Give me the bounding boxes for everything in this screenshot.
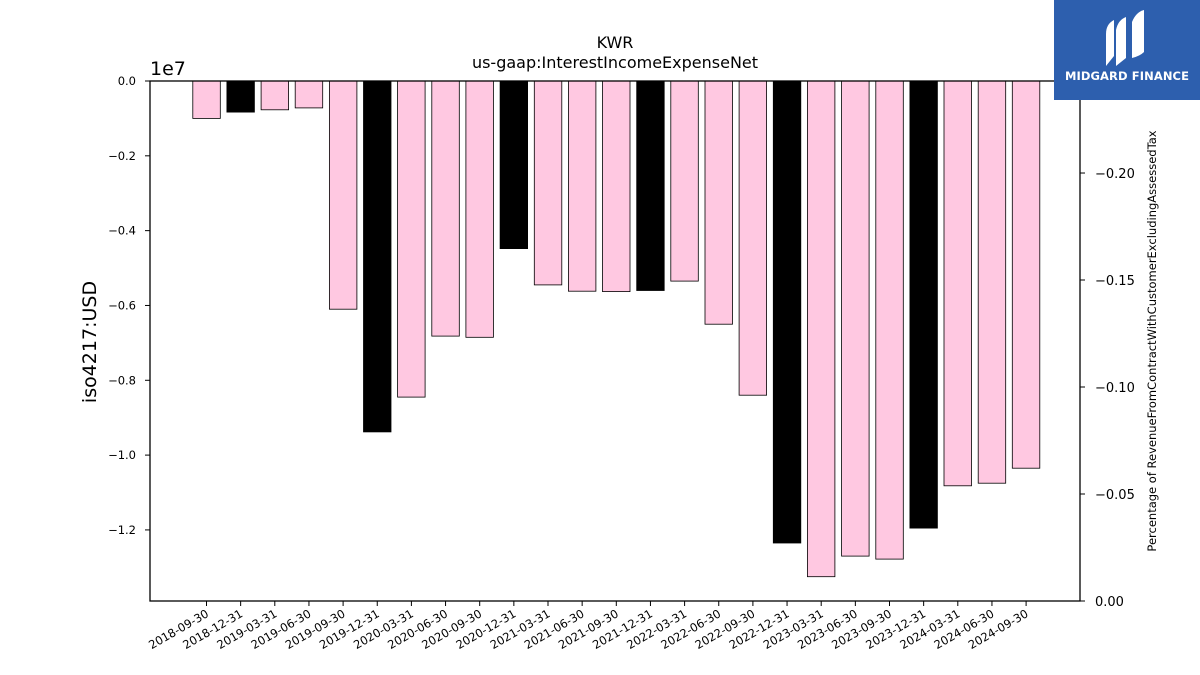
bar-2019-12-31 <box>363 80 392 433</box>
bar-2022-03-31 <box>670 80 699 282</box>
bar-2020-03-31 <box>397 80 426 398</box>
y2-tick-label: −0.15 <box>1095 274 1135 289</box>
bar-2023-06-30 <box>841 80 870 557</box>
y-tick-label: −0.8 <box>108 373 136 387</box>
y-axis-label: iso4217:USD <box>79 281 101 403</box>
bar-2024-09-30 <box>1011 80 1041 469</box>
y-tick-label: −0.6 <box>108 298 136 312</box>
bar-2023-12-31 <box>909 80 938 529</box>
y-tick-label: 0.0 <box>118 74 136 88</box>
bar-2019-03-31 <box>260 80 290 111</box>
chart-subtitle: us-gaap:InterestIncomeExpenseNet <box>472 53 758 72</box>
bar-2019-09-30 <box>328 80 358 310</box>
y2-tick-label: −0.10 <box>1095 381 1135 396</box>
bar-2022-09-30 <box>738 80 767 396</box>
y-tick-label: −0.4 <box>108 224 136 238</box>
bar-2021-12-31 <box>636 80 665 291</box>
bar-2023-03-31 <box>807 80 836 578</box>
logo-text: MIDGARD FINANCE <box>1064 69 1190 83</box>
y-tick-label: −1.0 <box>108 448 136 462</box>
bar-2020-12-31 <box>499 80 529 250</box>
y2-tick-label: −0.20 <box>1095 167 1135 182</box>
y2-tick-label: 0.00 <box>1095 595 1124 610</box>
bar-2020-09-30 <box>465 80 494 338</box>
bar-2019-06-30 <box>294 80 324 109</box>
midgard-logo-icon <box>1106 10 1144 66</box>
bar-2023-09-30 <box>875 80 904 560</box>
midgard-finance-logo: MIDGARD FINANCE <box>1054 0 1200 100</box>
chart-title: KWR <box>597 33 634 52</box>
bar-2020-06-30 <box>431 80 460 337</box>
bar-2024-03-31 <box>943 80 972 487</box>
bar-2018-09-30 <box>192 80 221 119</box>
y2-tick-label: −0.05 <box>1095 488 1135 503</box>
bar-2021-09-30 <box>602 80 631 293</box>
y-offset-label: 1e7 <box>150 58 186 80</box>
bar-2022-06-30 <box>704 80 733 325</box>
bar-2021-06-30 <box>568 80 597 292</box>
y-tick-label: −1.2 <box>108 523 136 537</box>
plot-frame <box>149 80 1081 602</box>
y-tick-label: −0.2 <box>108 149 136 163</box>
bar-2018-12-31 <box>226 80 255 113</box>
y2-axis-label: Percentage of RevenueFromContractWithCus… <box>1145 130 1159 551</box>
bar-2024-06-30 <box>977 80 1007 484</box>
bar-2021-03-31 <box>533 80 563 286</box>
bar-2022-12-31 <box>772 80 802 544</box>
